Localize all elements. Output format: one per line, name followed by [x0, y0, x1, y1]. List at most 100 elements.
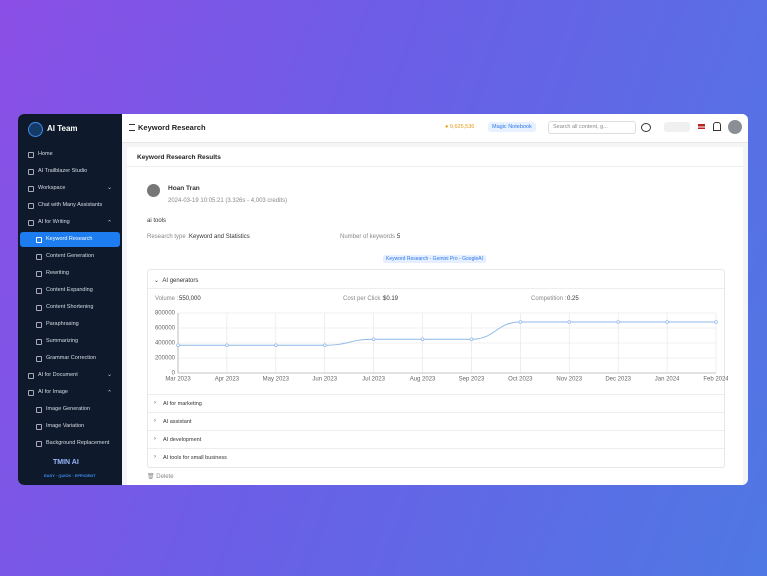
nav-label: Grammar Correction	[46, 355, 97, 361]
cpc: $0.19	[383, 296, 399, 302]
nav-item[interactable]: Chat with Many Assistants	[20, 198, 120, 213]
nav-item[interactable]: AI Trailblazer Studio	[20, 164, 120, 179]
chevron: ›	[154, 454, 156, 460]
chart: 0 200000 400000 600000 800000 Mar 2023 Apr 202…	[155, 311, 728, 383]
keyword-row[interactable]: › AI development	[148, 430, 724, 449]
y-tick-label: 0	[172, 371, 176, 377]
header: Keyword Research ● 9,625,536 Magic Noteb…	[122, 114, 748, 143]
nav-label: Home	[38, 151, 53, 157]
point	[225, 343, 229, 347]
avatar[interactable]	[728, 120, 742, 134]
nav-label: Image Variation	[46, 423, 85, 429]
point	[518, 320, 523, 324]
nav-item[interactable]: AI for Image ⌄	[20, 385, 120, 400]
keyword-label: AI assistant	[163, 419, 192, 425]
x-tick-label: Sep 2023	[459, 377, 485, 383]
theme-toggle[interactable]	[664, 122, 690, 132]
bell[interactable]	[713, 122, 721, 131]
nav-item[interactable]: Content Expanding	[20, 283, 120, 298]
chevron: ›	[154, 436, 156, 442]
x-tick-label: Mar 2023	[165, 377, 191, 383]
nav-item[interactable]: Summarizing	[20, 334, 120, 349]
y-tick-label: 600000	[155, 326, 176, 332]
keyword-label: AI development	[163, 437, 202, 443]
results-title: Keyword Research Results	[137, 154, 221, 161]
nav-icon	[28, 390, 34, 396]
user-name: Hoan Tran	[168, 185, 200, 192]
nav-icon	[28, 152, 34, 158]
nav-icon	[36, 271, 42, 277]
nav-item[interactable]: Content Shortening	[20, 300, 120, 315]
keyword-row[interactable]: › AI tools for small business	[148, 448, 724, 467]
result-meta: 2024-03-19 10:05:21 (3.326s - 4,003 cred…	[168, 198, 288, 204]
nav-item[interactable]: AI for Writing ⌄	[20, 215, 120, 230]
point	[714, 320, 718, 324]
nav-icon	[36, 424, 42, 430]
x-tick-label: Jan 2024	[655, 377, 680, 383]
volume-label: Volume :	[155, 296, 179, 302]
search-placeholder: Search all content, g...	[553, 124, 608, 130]
chat-icon[interactable]	[641, 123, 651, 132]
nav-label: AI for Document	[38, 372, 78, 378]
nav-chevron: ⌄	[106, 185, 112, 191]
nav-item[interactable]: Paraphrasing	[20, 317, 120, 332]
delete-button[interactable]: 🗑 Delete	[147, 474, 174, 480]
nav-item[interactable]: AI for Document ⌄	[20, 368, 120, 383]
nav-icon	[36, 407, 42, 413]
footer-logo: TMIN AI	[53, 459, 79, 466]
line-series	[178, 321, 716, 346]
point	[469, 337, 474, 341]
competition: 0.25	[567, 296, 579, 302]
nav-icon	[28, 186, 34, 192]
nav-item[interactable]: Grammar Correction	[20, 351, 120, 366]
nav-icon	[28, 203, 34, 209]
search-box[interactable]: Search all content, g...	[548, 121, 636, 134]
engine-badge: Keyword Research - Gemini Pro - GoogleAI	[383, 255, 486, 263]
x-tick-label: May 2023	[263, 377, 290, 383]
chevron: ›	[154, 418, 156, 424]
chevron: ›	[154, 400, 156, 406]
y-tick-label: 400000	[155, 341, 176, 347]
nav-label: Background Replacement	[46, 440, 110, 446]
nav-item[interactable]: Image Generation	[20, 402, 120, 417]
x-tick-label: Nov 2023	[556, 377, 582, 383]
query: ai tools	[147, 218, 167, 224]
nav-label: Keyword Research	[46, 236, 93, 242]
y-tick-label: 200000	[155, 356, 176, 362]
accordion-open-header[interactable]: ⌄ AI generators	[154, 278, 199, 284]
nav-icon	[28, 169, 34, 175]
results-card: Keyword Research Results Hoan Tran 2024-…	[127, 147, 743, 485]
keyword-row[interactable]: › AI for marketing	[148, 394, 724, 413]
x-tick-label: Apr 2023	[215, 377, 240, 383]
nav-label: AI for Writing	[38, 219, 70, 225]
nav-item[interactable]: Home	[20, 147, 120, 162]
nav-chevron: ⌄	[106, 388, 112, 394]
nav-item[interactable]: Background Replacement	[20, 436, 120, 451]
menu-icon[interactable]	[129, 124, 135, 131]
credits-value: 9,625,536	[449, 124, 475, 130]
delete-label: Delete	[156, 474, 174, 480]
keyword-count-label: Number of keywords :	[340, 234, 399, 240]
nav-item[interactable]: Workspace ⌄	[20, 181, 120, 196]
nav-item[interactable]: Image Variation	[20, 419, 120, 434]
flag[interactable]	[698, 124, 705, 129]
nav-item[interactable]: Content Generation	[20, 249, 120, 264]
magic-notebook[interactable]: Magic Notebook	[488, 122, 536, 132]
nav-item[interactable]: Rewriting	[20, 266, 120, 281]
nav-icon	[36, 237, 42, 243]
nav-item[interactable]: Keyword Research	[20, 232, 120, 247]
nav-label: Chat with Many Assistants	[38, 202, 103, 208]
research-type: Keyword and Statistics	[189, 234, 250, 240]
nav-label: Content Shortening	[46, 304, 94, 310]
brand-logo	[28, 122, 43, 137]
point	[665, 320, 669, 324]
research-type-label: Research type :	[147, 234, 190, 240]
point	[616, 320, 620, 324]
competition-label: Competition :	[531, 296, 567, 302]
point	[322, 343, 327, 347]
keyword-row[interactable]: › AI assistant	[148, 412, 724, 431]
nav-icon	[36, 254, 42, 260]
nav-icon	[36, 305, 42, 311]
